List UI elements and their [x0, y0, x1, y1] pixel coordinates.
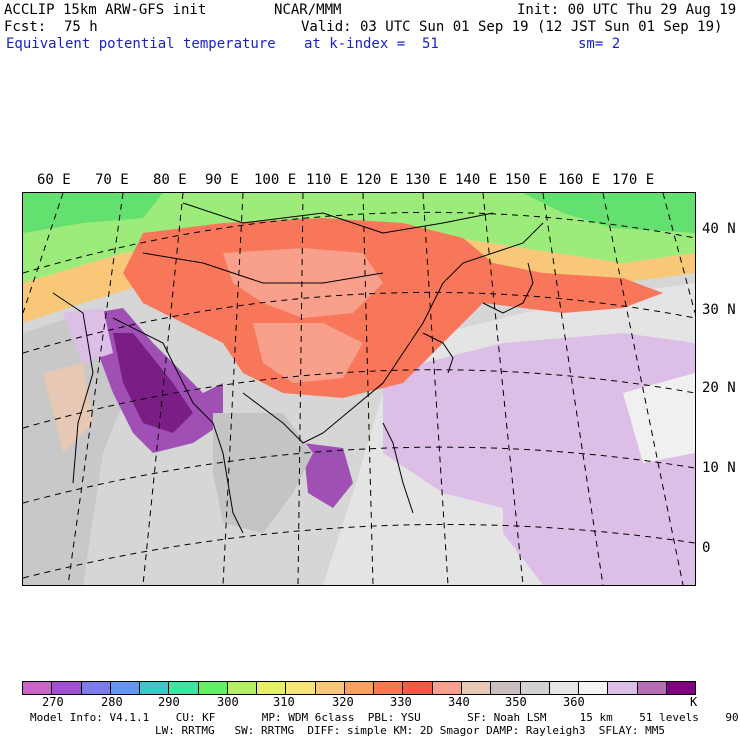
longitude-label: 70 E	[95, 172, 129, 188]
forecast-label: Fcst:	[4, 19, 47, 35]
salmon-patch-south	[253, 323, 363, 383]
colorbar-swatch	[198, 682, 228, 694]
colorbar-swatch	[110, 682, 141, 694]
colorbar-tick-label: 330	[390, 695, 412, 709]
colorbar-swatch	[52, 682, 82, 694]
colorbar-tick-label: 290	[158, 695, 180, 709]
colorbar-tick-label: 270	[42, 695, 64, 709]
latitude-label: 20 N	[702, 380, 736, 396]
longitude-label: 120 E	[356, 172, 399, 188]
longitude-label: 140 E	[455, 172, 498, 188]
colorbar	[22, 681, 696, 695]
purple-south-china-sea	[303, 443, 353, 508]
colorbar-swatch	[579, 682, 609, 694]
colorbar-swatch	[169, 682, 199, 694]
colorbar-swatch	[666, 682, 696, 694]
smoothing-label: sm= 2	[578, 36, 621, 52]
latitude-label: 10 N	[702, 460, 736, 476]
colorbar-swatch	[227, 682, 258, 694]
colorbar-swatch	[81, 682, 111, 694]
colorbar-units: K	[690, 695, 698, 709]
map-panel	[22, 192, 696, 586]
coastlines	[52, 202, 544, 534]
longitude-label: 130 E	[405, 172, 448, 188]
colorbar-swatch	[520, 682, 550, 694]
latitude-label: 40 N	[702, 221, 736, 237]
colorbar-tick-label: 350	[505, 695, 527, 709]
dark-purple-india	[113, 333, 193, 433]
colorbar-swatch	[432, 682, 462, 694]
colorbar-swatch	[637, 682, 667, 694]
colorbar-swatch	[315, 682, 345, 694]
longitude-label: 170 E	[612, 172, 655, 188]
pacific-lavender-south	[503, 453, 695, 585]
colorbar-tick-label: 300	[217, 695, 239, 709]
latitude-label: 0	[702, 540, 711, 556]
tan-patch	[43, 363, 93, 453]
colorbar-swatch	[344, 682, 375, 694]
north-east-green	[523, 193, 695, 233]
longitude-label: 110 E	[306, 172, 349, 188]
org-label: NCAR/MMM	[274, 2, 342, 18]
model-info-line2: LW: RRTMG SW: RRTMG DIFF: simple KM: 2D …	[155, 724, 665, 737]
se-asia-grey	[213, 413, 313, 533]
colorbar-swatch	[608, 682, 638, 694]
colorbar-swatch	[403, 682, 433, 694]
init-time: Init: 00 UTC Thu 29 Aug 19	[517, 2, 737, 18]
colorbar-tick-label: 280	[101, 695, 123, 709]
model-title: ACCLIP 15km ARW-GFS init	[4, 2, 207, 18]
colorbar-swatch	[461, 682, 492, 694]
colorbar-swatch	[374, 682, 404, 694]
longitude-label: 100 E	[254, 172, 297, 188]
longitude-label: 160 E	[558, 172, 601, 188]
longitude-label: 80 E	[153, 172, 187, 188]
latitude-label: 30 N	[702, 302, 736, 318]
graticule	[23, 193, 695, 585]
pacific-white	[623, 373, 695, 463]
colorbar-swatch	[286, 682, 316, 694]
colorbar-swatch	[549, 682, 580, 694]
colorbar-tick-label: 340	[448, 695, 470, 709]
field-name: Equivalent potential temperature	[6, 36, 276, 52]
colorbar-tick-label: 310	[273, 695, 295, 709]
north-west-green	[23, 193, 163, 233]
colorbar-swatch	[491, 682, 521, 694]
longitude-label: 150 E	[505, 172, 548, 188]
map-graphic	[23, 193, 695, 585]
valid-time: Valid: 03 UTC Sun 01 Sep 19 (12 JST Sun …	[301, 19, 723, 35]
level-label: at k-index = 51	[304, 36, 439, 52]
colorbar-swatch	[140, 682, 170, 694]
longitude-label: 60 E	[37, 172, 71, 188]
forecast-hour: 75 h	[64, 19, 98, 35]
colorbar-tick-label: 360	[563, 695, 585, 709]
model-info-line1: Model Info: V4.1.1 CU: KF MP: WDM 6class…	[30, 711, 740, 724]
colorbar-swatch	[23, 682, 53, 694]
colorbar-tick-label: 320	[332, 695, 354, 709]
colorbar-swatch	[257, 682, 287, 694]
longitude-label: 90 E	[205, 172, 239, 188]
